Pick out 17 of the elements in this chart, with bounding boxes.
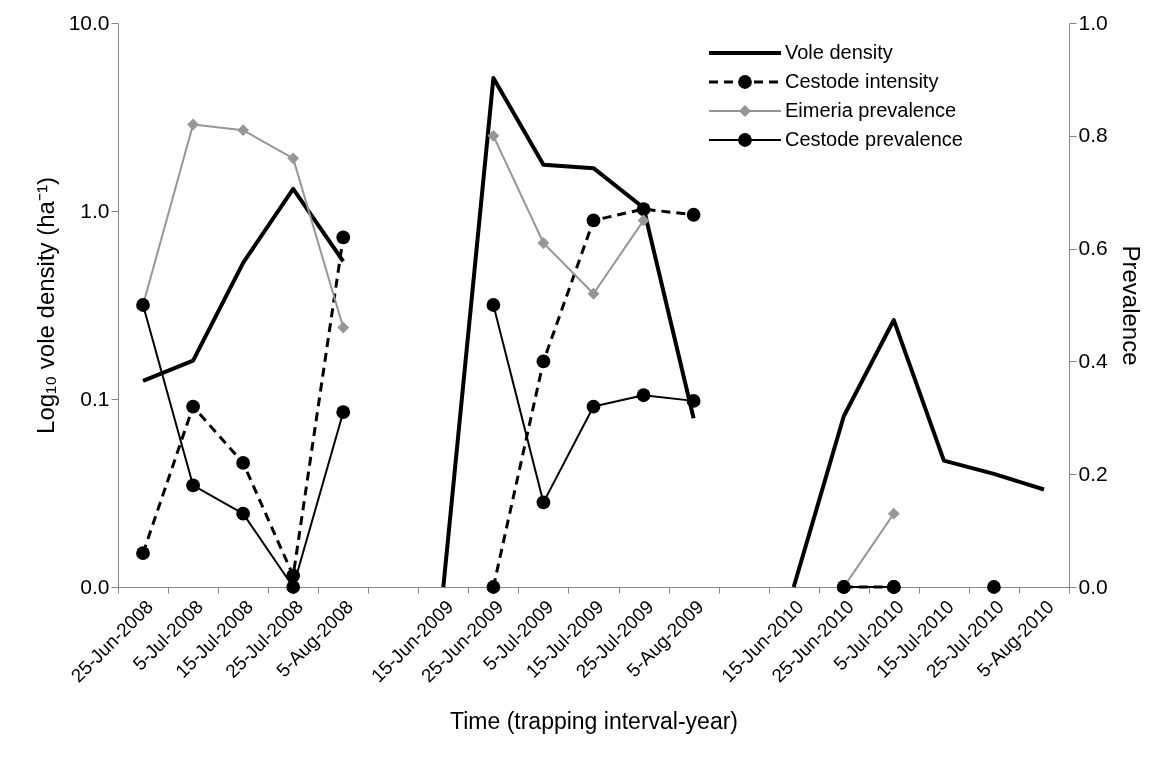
y2-tick-label: 0.0 bbox=[1078, 574, 1108, 598]
x-axis-title: Time (trapping interval-year) bbox=[449, 708, 739, 735]
y2-tick-label: 0.4 bbox=[1078, 348, 1109, 372]
y2-axis-title: Prevalence bbox=[1117, 245, 1145, 366]
legend-label: Vole density bbox=[785, 41, 893, 63]
legend-label: Cestode prevalence bbox=[785, 128, 963, 150]
y-tick-label: 0.1 bbox=[80, 386, 110, 410]
y-axis-title: Log₁₀ vole density (ha⁻¹) bbox=[31, 177, 59, 434]
y2-tick-label: 1.0 bbox=[1078, 10, 1108, 34]
y-tick-label: 1.0 bbox=[80, 198, 110, 222]
y2-tick-label: 0.2 bbox=[1078, 461, 1108, 485]
y2-tick-label: 0.8 bbox=[1078, 123, 1108, 147]
y-tick-label: 0.0 bbox=[80, 574, 110, 598]
y-tick-label: 10.0 bbox=[68, 10, 110, 34]
y2-tick-label: 0.6 bbox=[1078, 236, 1108, 260]
legend-label: Eimeria prevalence bbox=[785, 99, 957, 121]
legend-label: Cestode intensity bbox=[785, 70, 939, 92]
